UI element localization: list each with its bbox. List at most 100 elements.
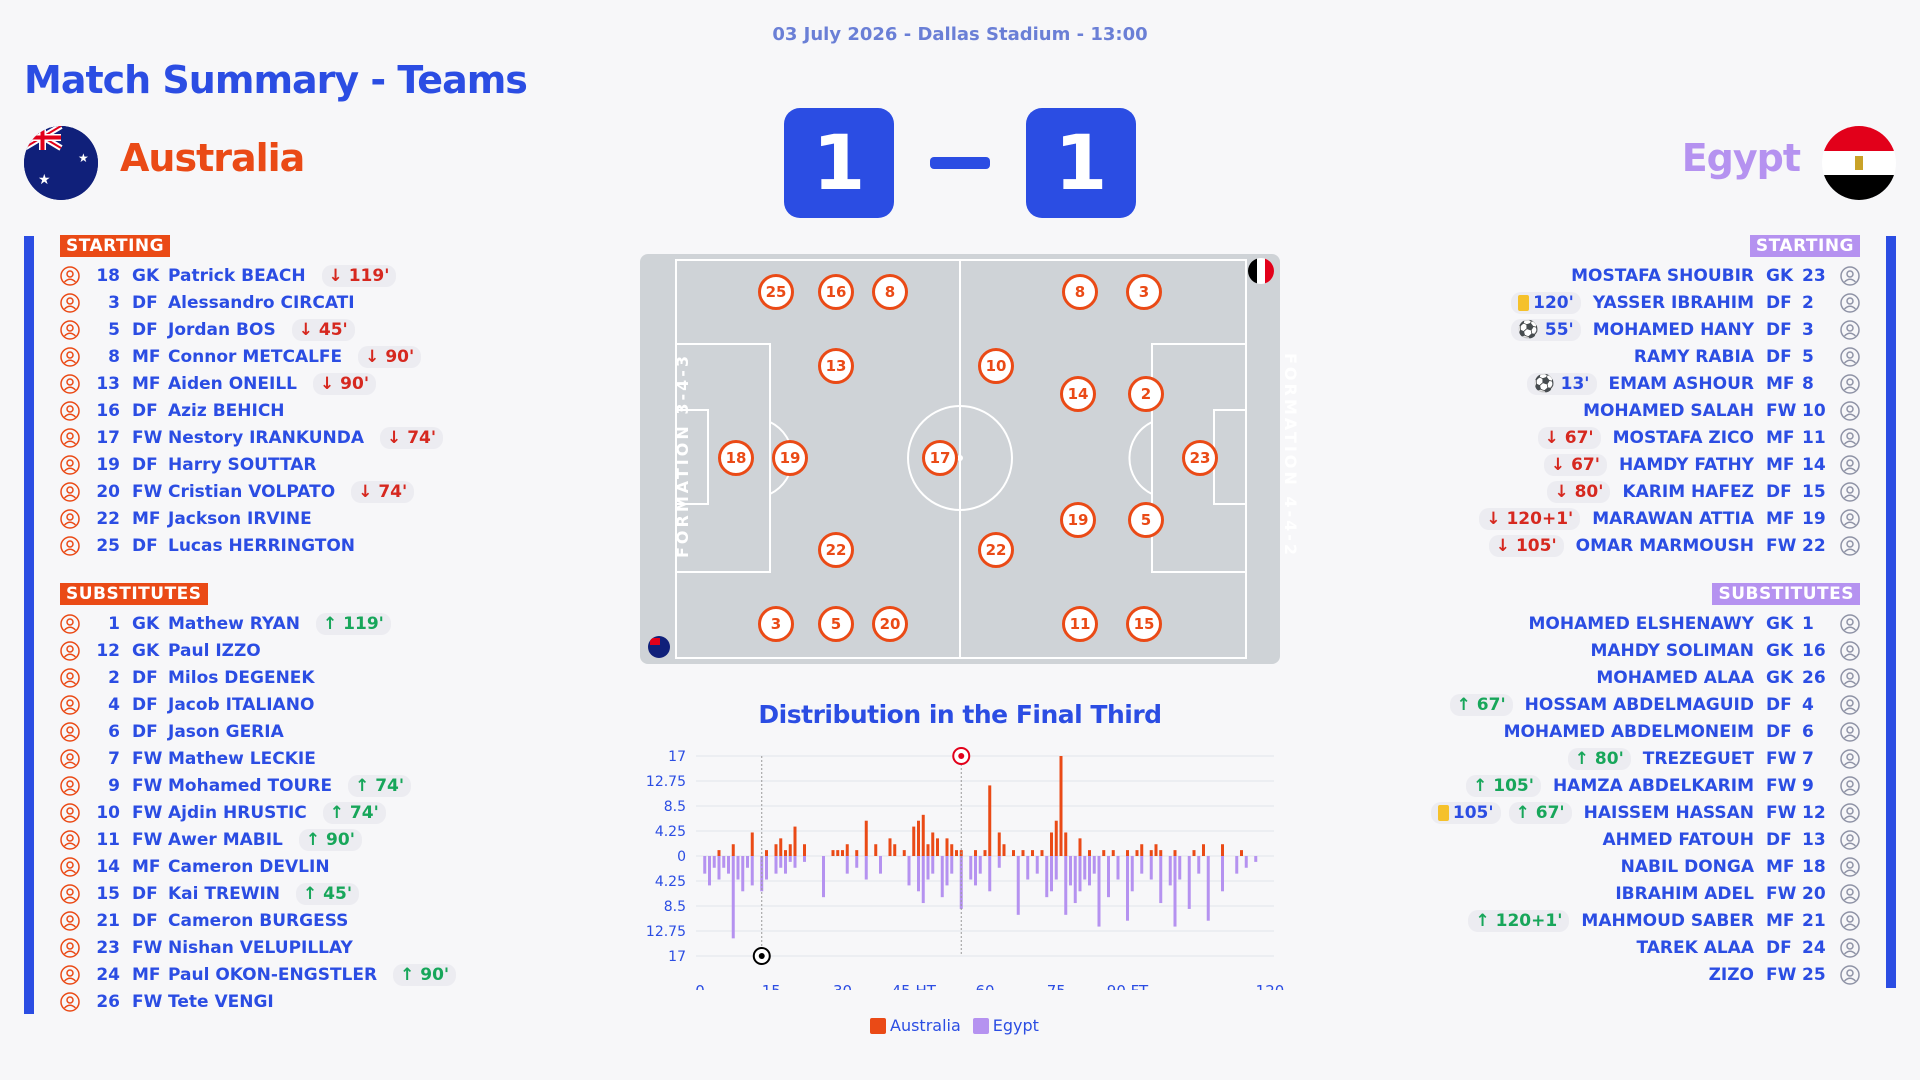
- player-number: 19: [1802, 509, 1826, 529]
- bar-egypt: [1045, 856, 1049, 898]
- event-text: ↑ 67': [1515, 803, 1565, 823]
- player-position: DF: [132, 884, 158, 904]
- person-icon: [60, 749, 80, 769]
- player-number: 5: [108, 320, 120, 340]
- x-tick-label: 120: [1256, 982, 1285, 990]
- player-position: GK: [1766, 641, 1794, 661]
- player-position: MF: [1766, 455, 1795, 475]
- player-number: 15: [96, 884, 120, 904]
- bar-australia: [1088, 850, 1091, 856]
- player-name: MARAWAN ATTIA: [1592, 509, 1754, 529]
- player-position: MF: [1766, 428, 1795, 448]
- home-side-bar: [24, 236, 34, 1014]
- bar-australia: [717, 850, 721, 856]
- player-row: 21 DF Cameron BURGESS: [60, 908, 360, 934]
- event-text: ↓ 119': [328, 266, 390, 286]
- person-icon: [1840, 965, 1860, 985]
- pitch-player-marker: 3: [1126, 274, 1162, 310]
- bar-egypt: [1064, 856, 1068, 915]
- bar-egypt: [959, 856, 963, 909]
- bar-australia: [774, 844, 778, 856]
- player-row: ↓ 67' MOSTAFA ZICO MF 11: [1534, 425, 1860, 451]
- player-name: TAREK ALAA: [1636, 938, 1754, 958]
- event-text: ↑ 90': [400, 965, 450, 985]
- player-number: 12: [96, 641, 120, 661]
- pitch-player-marker: 2: [1128, 376, 1164, 412]
- player-row: 25 DF Lucas HERRINGTON: [60, 533, 367, 559]
- person-icon: [60, 347, 80, 367]
- bar-egypt: [926, 856, 930, 880]
- event-text: ↑ 105': [1473, 776, 1534, 796]
- bar-egypt: [1187, 856, 1191, 909]
- player-number: 26: [1802, 668, 1826, 688]
- bar-egypt: [921, 856, 925, 904]
- event-text: ↓ 90': [365, 347, 415, 367]
- legend-swatch: [972, 1017, 989, 1034]
- bar-australia: [779, 838, 783, 856]
- player-name: Alessandro CIRCATI: [168, 293, 355, 313]
- player-position: FW: [1766, 776, 1797, 796]
- player-name: IBRAHIM ADEL: [1615, 884, 1754, 904]
- player-position: DF: [132, 401, 158, 421]
- bar-australia: [893, 844, 897, 856]
- bar-egypt: [708, 856, 711, 886]
- person-icon: [60, 830, 80, 850]
- person-icon: [1840, 482, 1860, 502]
- person-icon: [1840, 401, 1860, 421]
- player-position: DF: [1766, 938, 1792, 958]
- player-position: DF: [132, 455, 158, 475]
- bar-egypt: [988, 856, 992, 892]
- event-text: ↑ 90': [305, 830, 355, 850]
- event-badge-out: ↓ 120+1': [1479, 508, 1581, 530]
- person-icon: [60, 614, 80, 634]
- bar-australia: [936, 838, 939, 856]
- bar-australia: [888, 838, 892, 856]
- bar-egypt: [1235, 856, 1239, 874]
- player-position: MF: [132, 965, 161, 985]
- bar-egypt: [855, 856, 859, 868]
- player-row: ↑ 80' TREZEGUET FW 7: [1564, 746, 1860, 772]
- bar-egypt: [803, 856, 806, 862]
- event-text: ↓ 74': [387, 428, 437, 448]
- x-tick-label: 90 FT: [1107, 982, 1149, 990]
- bar-egypt: [974, 856, 977, 886]
- player-position: FW: [132, 428, 163, 448]
- event-badge-in: ↑ 45': [296, 883, 360, 905]
- player-row: RAMY RABIA DF 5: [1626, 344, 1860, 370]
- player-row: 105' ↑ 67' HAISSEM HASSAN FW 12: [1427, 800, 1860, 826]
- event-text: ↑ 67': [1456, 695, 1506, 715]
- player-position: FW: [1766, 884, 1797, 904]
- player-number: 18: [1802, 857, 1826, 877]
- player-row: 16 DF Aziz BEHICH: [60, 398, 297, 424]
- player-row: 13 MF Aiden ONEILL ↓ 90': [60, 371, 380, 397]
- bar-australia: [974, 850, 977, 856]
- pitch-home-flag-icon: [648, 636, 670, 658]
- event-badge-out: ↓ 90': [313, 373, 377, 395]
- player-position: FW: [1766, 749, 1797, 769]
- player-position: FW: [1766, 401, 1797, 421]
- player-position: MF: [1766, 911, 1795, 931]
- bar-egypt: [1130, 856, 1134, 892]
- player-position: GK: [1766, 668, 1794, 688]
- bar-egypt: [1016, 856, 1020, 915]
- pitch-player-marker: 10: [978, 348, 1014, 384]
- pitch-player-marker: 13: [818, 348, 854, 384]
- bar-egypt: [917, 856, 920, 892]
- pitch-player-marker: 15: [1126, 606, 1162, 642]
- person-icon: [60, 884, 80, 904]
- player-row: 18 GK Patrick BEACH ↓ 119': [60, 263, 400, 289]
- home-team-name: Australia: [120, 136, 305, 180]
- player-number: 21: [1802, 911, 1826, 931]
- bar-australia: [864, 820, 868, 856]
- bar-egypt: [1206, 856, 1210, 921]
- player-number: 7: [108, 749, 120, 769]
- home-starting-label: STARTING: [60, 235, 171, 257]
- bar-egypt: [1254, 856, 1258, 862]
- bar-egypt: [969, 856, 973, 880]
- bar-australia: [955, 850, 958, 856]
- player-number: 16: [1802, 641, 1826, 661]
- player-position: DF: [1766, 830, 1792, 850]
- event-badge-out: ↓ 74': [351, 481, 415, 503]
- bar-australia: [784, 850, 787, 856]
- player-name: Cristian VOLPATO: [168, 482, 336, 502]
